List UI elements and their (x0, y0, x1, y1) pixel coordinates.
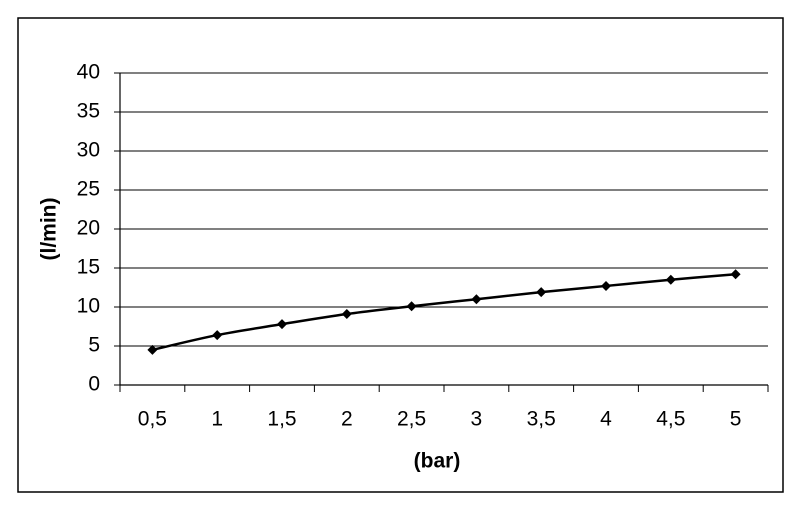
data-marker (730, 269, 741, 280)
y-tick-label: 5 (88, 334, 100, 357)
chart-frame (17, 17, 784, 493)
x-tick-label: 0,5 (138, 408, 167, 431)
y-tick-label: 20 (77, 217, 100, 240)
x-tick-label: 2,5 (397, 408, 426, 431)
x-tick-label: 3,5 (527, 408, 556, 431)
y-tick-label: 40 (77, 61, 100, 84)
x-tick-label: 1 (211, 408, 223, 431)
data-marker (665, 274, 676, 285)
x-tick-label: 1,5 (267, 408, 296, 431)
x-tick-label: 4,5 (656, 408, 685, 431)
x-tick-label: 5 (730, 408, 742, 431)
data-marker (277, 319, 287, 330)
x-tick-label: 4 (600, 408, 612, 431)
data-marker (341, 309, 352, 320)
data-marker (406, 301, 417, 312)
y-axis-title: (l/min) (38, 198, 61, 261)
x-tick-label: 3 (471, 408, 483, 431)
data-marker (471, 294, 482, 305)
data-line (152, 272, 736, 352)
y-tick-label: 10 (77, 295, 100, 318)
y-tick-label: 30 (77, 139, 100, 162)
y-tick-label: 15 (77, 256, 100, 279)
y-tick-label: 25 (77, 178, 100, 201)
y-tick-label: 0 (88, 373, 100, 396)
y-tick-label: 35 (77, 100, 100, 123)
x-axis-title: (bar) (414, 450, 461, 473)
data-marker (601, 280, 611, 291)
data-marker (212, 330, 223, 341)
data-marker (536, 287, 547, 298)
data-marker (147, 344, 158, 355)
x-tick-label: 2 (341, 408, 353, 431)
